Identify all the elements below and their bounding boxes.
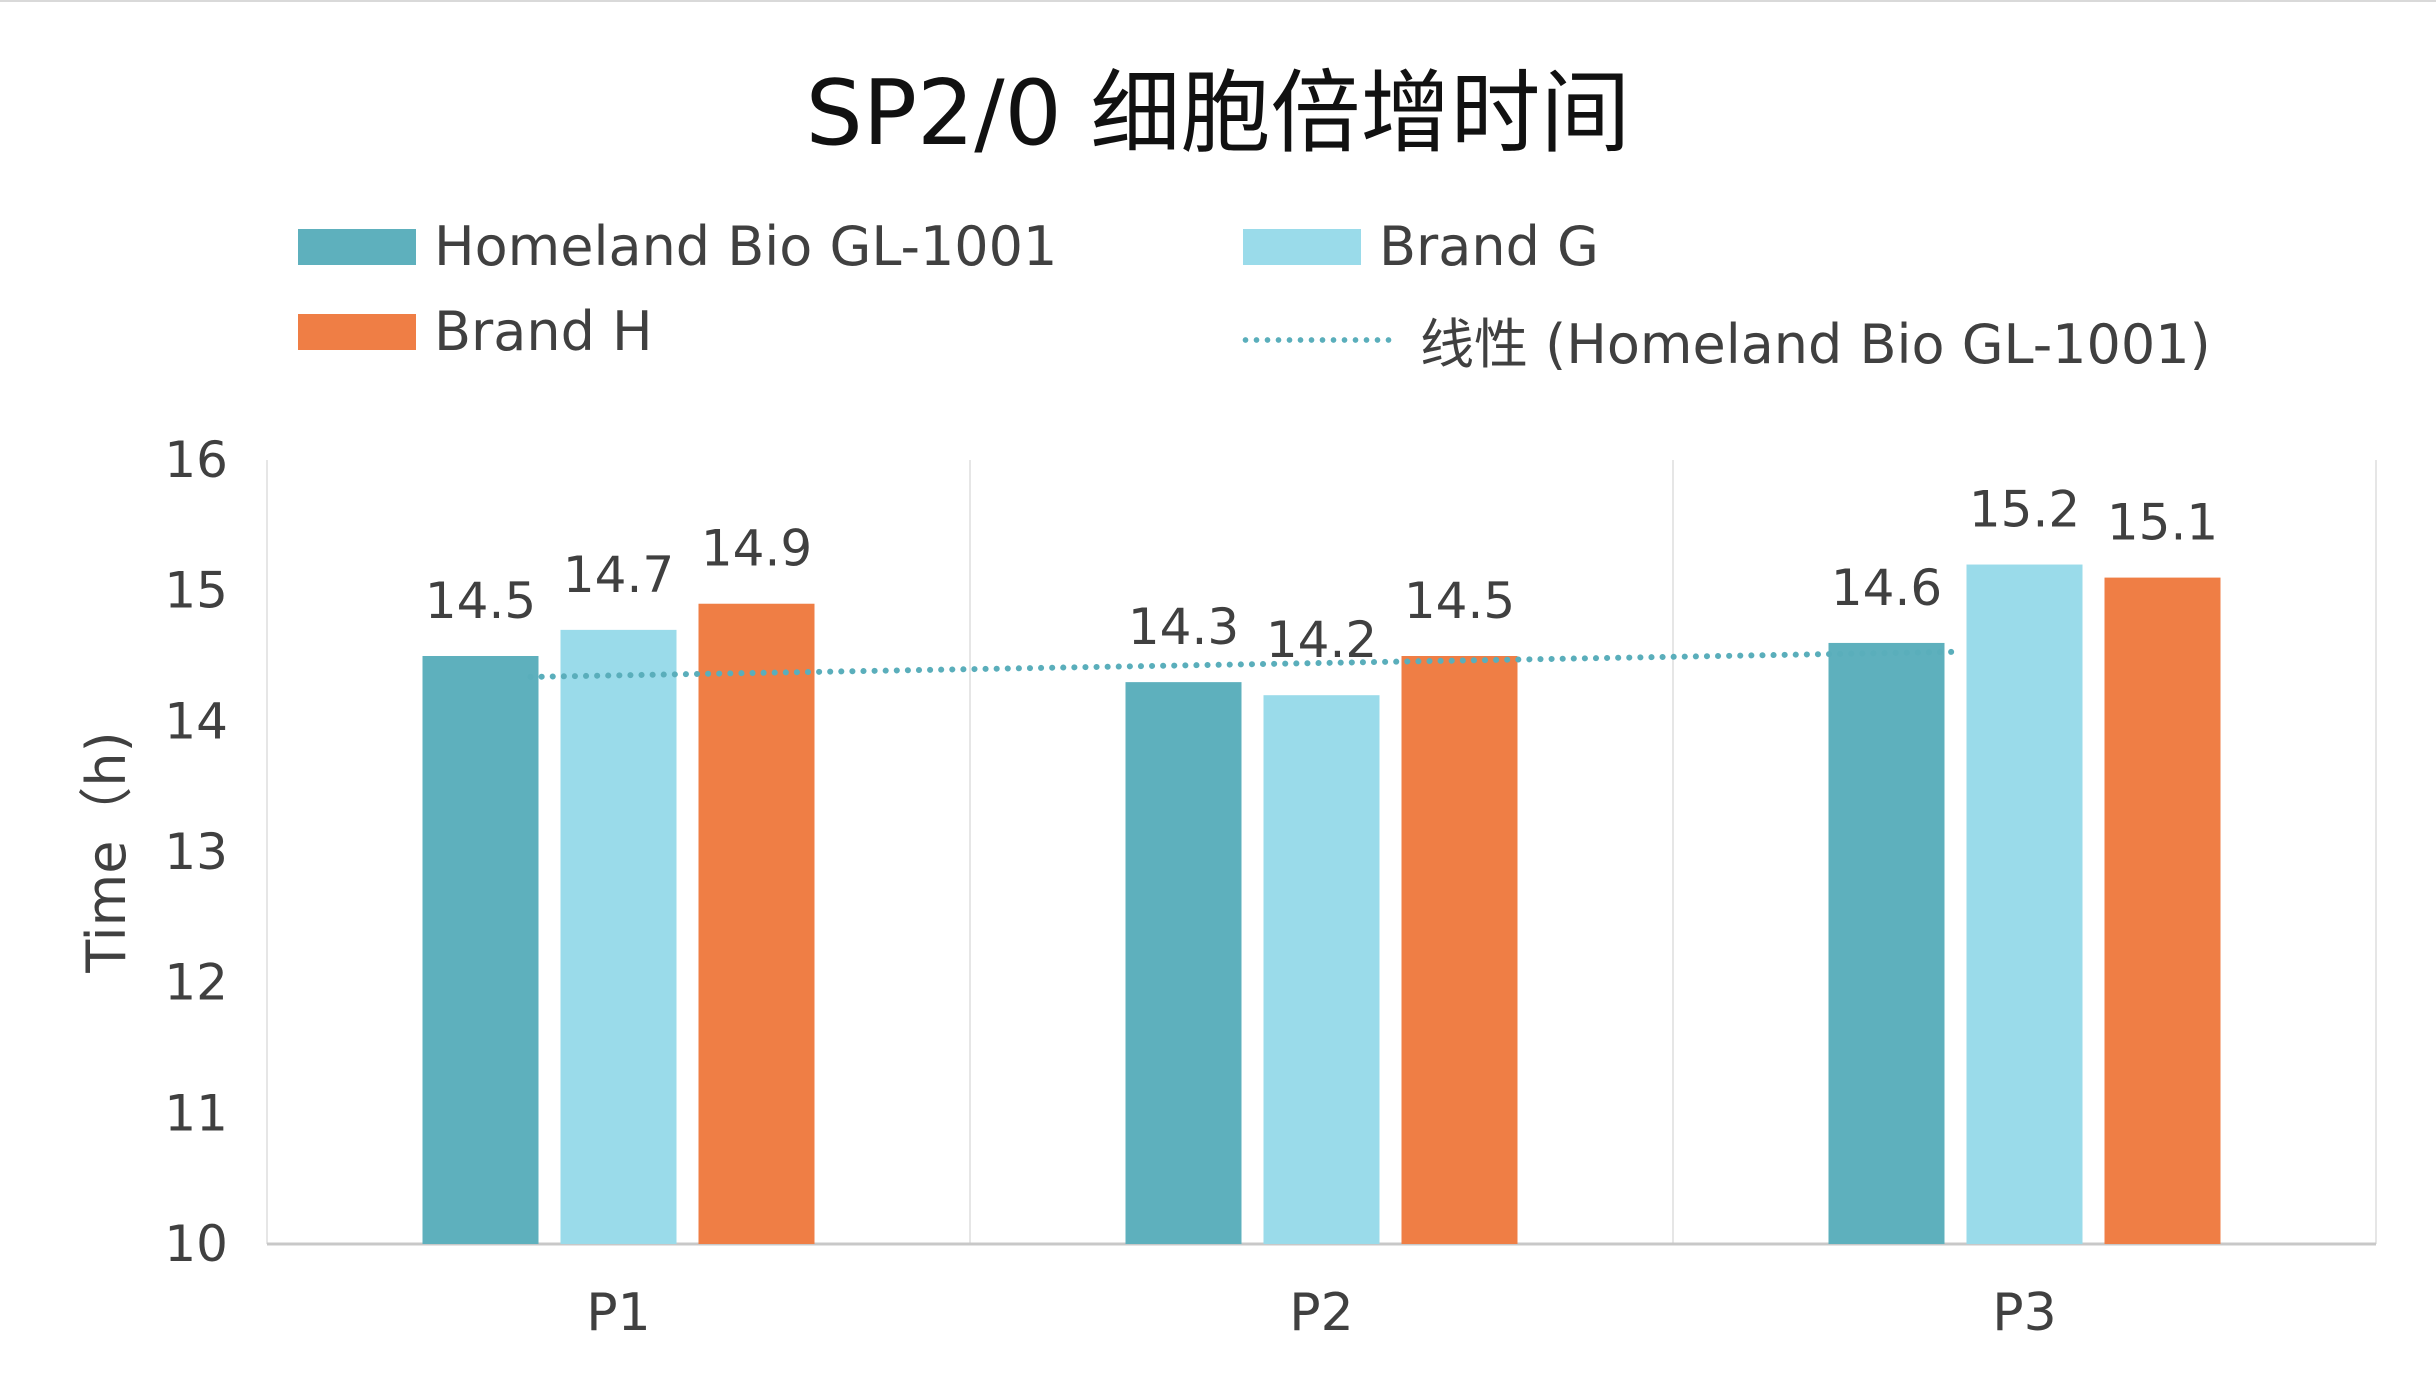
- legend-swatch-brand-g: [1243, 228, 1361, 265]
- legend-swatch-brand-h: [298, 313, 416, 350]
- data-label: 15.1: [2107, 494, 2218, 552]
- x-tick-label: P3: [1992, 1283, 2056, 1343]
- legend-label-brand-h: Brand H: [434, 300, 653, 363]
- data-label: 14.7: [563, 546, 674, 604]
- legend-item-trendline: 线性 (Homeland Bio GL-1001): [1240, 300, 2211, 379]
- bar: [698, 603, 815, 1244]
- data-label: 14.9: [701, 520, 812, 578]
- y-axis-title: Time（h): [75, 731, 138, 973]
- y-tick-label: 14: [164, 692, 228, 750]
- x-tick-label: P1: [586, 1283, 650, 1343]
- y-tick-label: 12: [164, 954, 228, 1012]
- data-label: 14.6: [1831, 559, 1942, 617]
- bar: [1966, 564, 2083, 1244]
- y-tick-label: 16: [164, 431, 228, 489]
- bar: [2104, 577, 2221, 1244]
- data-label: 14.5: [1404, 572, 1515, 630]
- legend-item-brand-g: Brand G: [1243, 215, 1599, 278]
- y-tick-label: 11: [164, 1084, 228, 1142]
- chart-title: SP2/0 细胞倍增时间: [805, 61, 1631, 166]
- bar: [1263, 695, 1380, 1244]
- data-label: 14.2: [1266, 611, 1377, 669]
- bar: [560, 629, 677, 1244]
- legend-swatch-homeland: [298, 228, 416, 265]
- bar: [1828, 642, 1945, 1244]
- y-tick-label: 13: [164, 823, 228, 881]
- y-tick-label: 10: [164, 1215, 228, 1273]
- legend-item-brand-h: Brand H: [298, 300, 653, 363]
- legend-label-brand-g: Brand G: [1379, 215, 1599, 278]
- bar: [1401, 656, 1518, 1244]
- data-label: 14.3: [1128, 598, 1239, 656]
- trend-layer: [527, 648, 1960, 680]
- legend-item-homeland: Homeland Bio GL-1001: [298, 215, 1057, 278]
- y-tick-label: 15: [164, 562, 228, 620]
- bars-layer: [422, 564, 2221, 1244]
- legend-label-trendline: 线性 (Homeland Bio GL-1001): [1420, 313, 2211, 376]
- x-tick-label: P2: [1289, 1283, 1353, 1343]
- legend-swatch-trendline: [1240, 336, 1395, 343]
- bar: [1125, 682, 1242, 1244]
- data-label: 15.2: [1969, 481, 2080, 539]
- legend-label-homeland: Homeland Bio GL-1001: [434, 215, 1058, 278]
- data-label: 14.5: [425, 572, 536, 630]
- bar: [422, 656, 539, 1244]
- labels-layer: 10 11 12 13 14 15 16 14.5 14.7 14.9 P1 14.3 14.2 14.5…: [164, 431, 2218, 1343]
- trendline: [527, 648, 1960, 680]
